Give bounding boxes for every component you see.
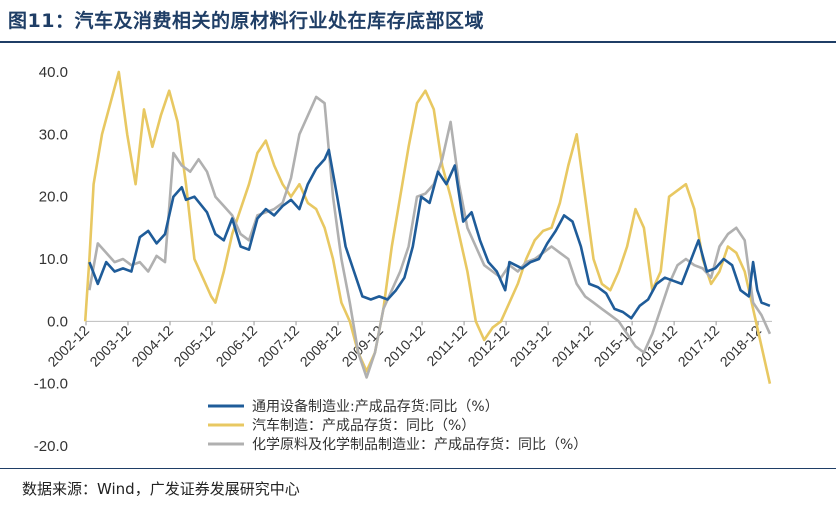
title-divider (0, 41, 836, 43)
y-tick-label: 0.0 (47, 313, 68, 330)
x-tick-label: 2004-12 (128, 322, 176, 370)
y-tick-label: 20.0 (39, 189, 68, 206)
x-tick-label: 2008-12 (297, 322, 345, 370)
x-tick-label: 2013-12 (507, 322, 555, 370)
source-note: 数据来源：Wind，广发证券发展研究中心 (22, 480, 300, 498)
y-tick-label: 40.0 (39, 64, 68, 81)
x-tick-label: 2012-12 (465, 322, 513, 370)
x-tick-label: 2010-12 (381, 322, 429, 370)
footer-divider (0, 468, 836, 469)
y-tick-label: -20.0 (34, 438, 68, 455)
x-tick-label: 2017-12 (675, 322, 723, 370)
x-tick-label: 2014-12 (549, 322, 597, 370)
y-tick-label: 10.0 (39, 251, 68, 268)
x-tick-label: 2015-12 (591, 322, 639, 370)
x-tick-label: 2006-12 (213, 322, 261, 370)
x-tick-label: 2003-12 (86, 322, 134, 370)
y-tick-label: -10.0 (34, 376, 68, 393)
x-tick-label: 2007-12 (255, 322, 303, 370)
series-line-0 (88, 148, 771, 320)
y-tick-label: 30.0 (39, 126, 68, 143)
x-tick-label: 2016-12 (633, 322, 681, 370)
series-line-2 (88, 95, 772, 379)
x-tick-label: 2011-12 (423, 322, 470, 369)
x-axis: 2002-122003-122004-122005-122006-122007-… (44, 321, 764, 370)
series-lines (83, 70, 772, 384)
legend-label: 化学原料及化学制品制造业：产成品存货：同比（%） (252, 436, 587, 453)
legend: 通用设备制造业:产成品存货:同比（%） 汽车制造：产成品存货：同比（%） 化学原料及… (208, 398, 587, 453)
chart-title: 图11：汽车及消费相关的原材料行业处在库存底部区域 (8, 10, 484, 32)
legend-label: 汽车制造：产成品存货：同比（%） (252, 417, 475, 434)
x-tick-label: 2005-12 (170, 322, 218, 370)
legend-label: 通用设备制造业:产成品存货:同比（%） (252, 398, 499, 415)
y-axis: 40.0 30.0 20.0 10.0 0.0 -10.0 -20.0 (34, 64, 68, 455)
